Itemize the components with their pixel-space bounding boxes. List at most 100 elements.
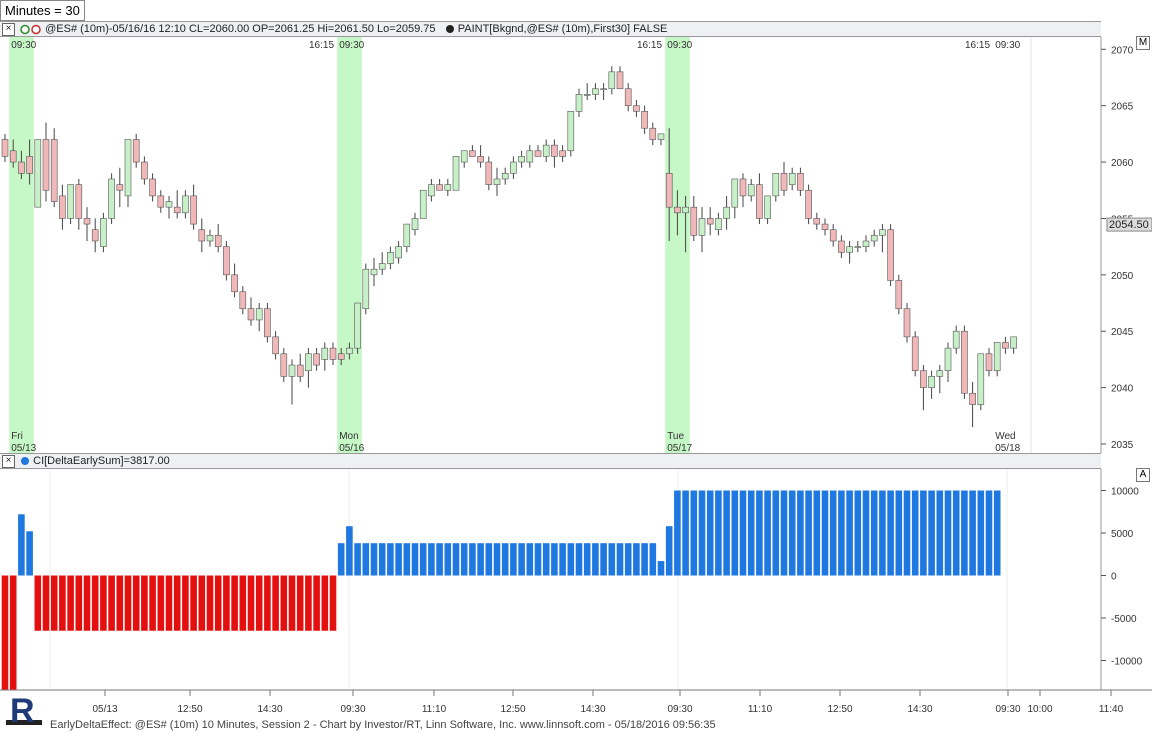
delta-bar-20 <box>165 575 173 631</box>
delta-bar-102 <box>838 490 845 576</box>
delta-bar-36 <box>296 575 304 631</box>
candle-body-50 <box>411 218 419 231</box>
candle-body-102 <box>838 240 845 253</box>
delta-bar-22 <box>182 575 189 631</box>
delta-bar-93 <box>764 490 771 576</box>
day-name-label-2: Tue <box>667 431 684 442</box>
indicator-tick-label-0: 10000 <box>1111 487 1139 498</box>
day-name-label-0: Fri <box>11 431 23 442</box>
candle-body-116 <box>952 330 960 349</box>
candle-body-94 <box>772 173 780 197</box>
candle-body-66 <box>542 144 550 157</box>
delta-bar-58 <box>477 543 484 576</box>
delta-bar-46 <box>378 543 386 576</box>
delta-bar-2 <box>18 514 25 576</box>
delta-bar-98 <box>805 490 812 576</box>
candle-body-5 <box>42 139 50 191</box>
candle-body-49 <box>403 223 411 247</box>
candle-body-44 <box>362 268 370 309</box>
candle-body-46 <box>378 263 386 270</box>
candle-body-122 <box>1002 342 1009 349</box>
candle-body-98 <box>805 189 812 219</box>
candle-body-99 <box>813 218 821 225</box>
candle-body-75 <box>616 71 624 90</box>
delta-bar-107 <box>879 490 886 576</box>
time-tick-label-1: 12:50 <box>177 704 202 715</box>
candle-body-89 <box>731 178 739 208</box>
delta-bar-103 <box>846 490 853 576</box>
candle-body-110 <box>903 308 911 338</box>
candle-body-36 <box>296 364 304 377</box>
delta-bar-70 <box>575 543 583 576</box>
candle-body-60 <box>493 178 501 185</box>
delta-bar-73 <box>600 543 607 576</box>
delta-bar-16 <box>132 575 140 631</box>
candle-body-51 <box>419 189 427 219</box>
delta-bar-84 <box>690 490 698 576</box>
candle-body-72 <box>592 88 599 95</box>
delta-bar-37 <box>305 575 312 631</box>
close-icon[interactable]: × <box>2 454 15 468</box>
candle-body-20 <box>165 201 173 208</box>
time-tick-label-6: 14:30 <box>580 704 605 715</box>
day-date-label-1: 05/16 <box>339 443 364 453</box>
delta-bar-18 <box>149 575 156 631</box>
delta-bar-76 <box>624 543 632 576</box>
day-name-label-1: Mon <box>339 431 358 442</box>
candle-body-40 <box>329 347 337 360</box>
candle-body-7 <box>59 195 66 219</box>
candle-body-24 <box>198 229 206 242</box>
candle-body-28 <box>231 274 238 293</box>
price-chart-strip: × @ES# (10m)-05/16/16 12:10 CL=2060.00 O… <box>0 21 1101 37</box>
candle-body-27 <box>223 246 230 276</box>
close-icon[interactable]: × <box>2 22 15 36</box>
period-selector[interactable]: Minutes = 30 <box>0 0 85 21</box>
candle-body-65 <box>534 150 542 157</box>
candle-body-33 <box>272 336 279 355</box>
delta-bar-45 <box>370 543 378 576</box>
candle-body-74 <box>608 71 616 90</box>
candle-body-13 <box>108 178 115 219</box>
candle-body-104 <box>854 246 862 248</box>
delta-bar-28 <box>231 575 238 631</box>
delta-bar-32 <box>264 575 271 631</box>
delta-bar-114 <box>936 490 944 576</box>
delta-bar-92 <box>756 490 763 576</box>
delta-bar-113 <box>928 490 935 576</box>
price-tick-label-5: 2045 <box>1111 327 1134 338</box>
delta-bar-81 <box>665 526 673 576</box>
delta-bar-50 <box>411 543 419 576</box>
candle-body-120 <box>985 353 993 371</box>
delta-bar-21 <box>173 575 181 631</box>
candle-body-81 <box>665 173 673 208</box>
indicator-chart: 10000 5000 0 -5000 -10000 05/13 12:50 14:30 09:3… <box>0 469 1152 715</box>
candle-body-71 <box>583 94 591 96</box>
delta-bar-47 <box>387 543 394 576</box>
candle-body-97 <box>797 173 804 191</box>
delta-bar-42 <box>346 526 353 576</box>
delta-bar-30 <box>247 575 255 631</box>
delta-bar-60 <box>493 543 501 576</box>
current-value-label: 2054.50 <box>1109 219 1149 231</box>
price-chart: 207020652060205520502045204020352054.506… <box>0 37 1152 453</box>
delta-bar-119 <box>977 490 985 576</box>
delta-bar-121 <box>993 490 1001 576</box>
delta-bar-112 <box>920 490 927 576</box>
candle-body-19 <box>157 195 165 208</box>
candle-body-4 <box>34 139 42 208</box>
candle-body-92 <box>756 184 763 219</box>
indicator-scale-button[interactable]: A <box>1136 468 1150 482</box>
delta-bar-19 <box>157 575 165 631</box>
price-scale-button[interactable]: M <box>1136 36 1150 50</box>
time-tick-label-0: 05/13 <box>92 704 117 715</box>
delta-bar-85 <box>698 490 706 576</box>
session-time-label-2: 16:15 <box>309 40 334 51</box>
candle-body-31 <box>255 308 263 321</box>
top-bar <box>0 0 1152 20</box>
delta-bar-90 <box>739 490 747 576</box>
delta-bar-115 <box>944 490 952 576</box>
candle-body-118 <box>969 392 976 405</box>
delta-bar-13 <box>108 575 115 631</box>
price-tick-label-7: 2035 <box>1111 440 1134 451</box>
candle-body-76 <box>624 88 632 106</box>
